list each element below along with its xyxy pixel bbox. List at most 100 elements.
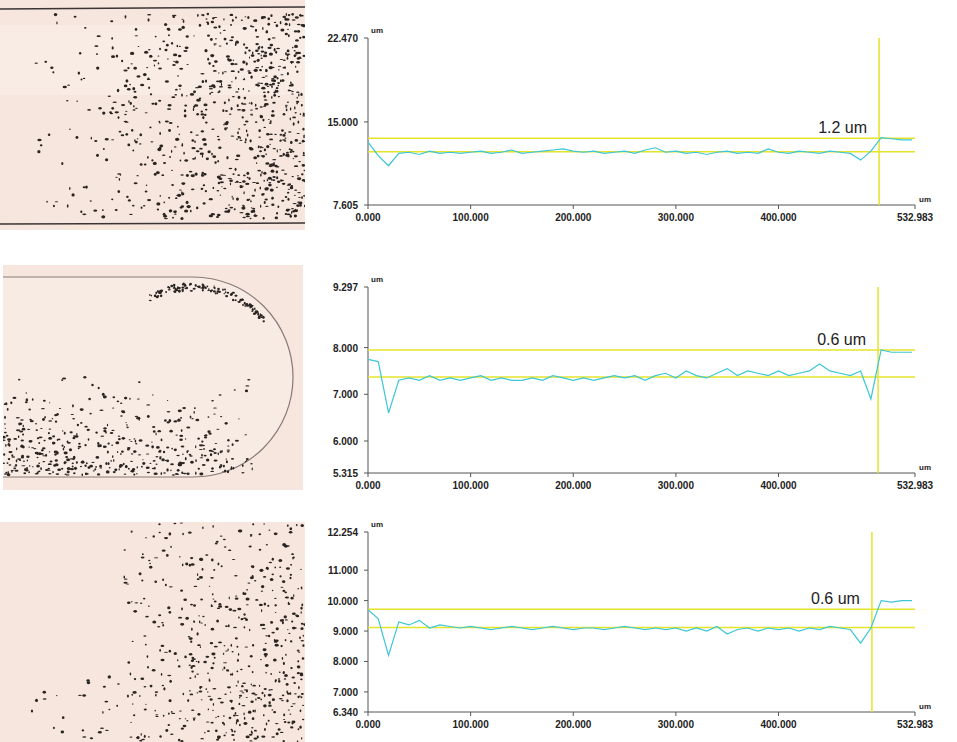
particle — [69, 448, 72, 451]
particle — [161, 673, 162, 676]
particle — [223, 465, 225, 468]
particle — [212, 710, 214, 711]
particle — [186, 64, 188, 65]
particle — [107, 450, 109, 453]
particle — [3, 436, 6, 439]
particle — [105, 462, 107, 465]
particle — [264, 99, 268, 100]
particle — [173, 15, 176, 17]
particle — [195, 134, 199, 135]
particle — [99, 410, 103, 411]
particle — [49, 460, 52, 462]
particle — [245, 461, 246, 462]
particle — [173, 61, 175, 62]
particle — [275, 612, 277, 613]
particle — [253, 738, 257, 740]
particle — [216, 429, 219, 430]
particle — [171, 184, 174, 186]
particle — [238, 530, 242, 533]
particle — [217, 91, 219, 93]
particle — [211, 667, 214, 669]
particle — [14, 470, 18, 472]
particle — [179, 133, 180, 135]
particle — [243, 124, 246, 125]
particle — [274, 165, 277, 168]
particle — [174, 448, 177, 451]
particle — [280, 28, 284, 31]
particle — [276, 90, 279, 92]
particle — [43, 400, 46, 402]
particle — [153, 60, 157, 62]
particle — [295, 39, 299, 41]
particle — [270, 44, 274, 47]
particle — [18, 379, 20, 381]
particle — [100, 436, 104, 437]
particle — [286, 567, 290, 569]
particle — [209, 88, 213, 90]
particle — [292, 47, 294, 49]
particle — [271, 573, 274, 575]
particle — [72, 466, 74, 468]
particle — [206, 22, 209, 23]
particle — [103, 445, 107, 448]
particle — [81, 78, 83, 80]
particle — [246, 460, 247, 462]
particle — [267, 47, 271, 49]
particle — [267, 17, 270, 20]
particle — [87, 681, 91, 684]
particle — [191, 189, 195, 191]
particle — [40, 453, 44, 455]
particle — [287, 629, 288, 630]
particle — [181, 727, 184, 729]
particle — [181, 192, 184, 195]
particle — [136, 175, 138, 176]
particle — [272, 102, 276, 104]
particle — [234, 208, 236, 210]
particle — [35, 699, 38, 702]
particle — [223, 539, 226, 540]
particle — [227, 58, 229, 61]
particle — [199, 98, 201, 100]
particle — [79, 52, 81, 55]
particle — [177, 469, 180, 472]
particle — [179, 438, 183, 441]
particle — [259, 685, 260, 687]
particle — [125, 111, 127, 112]
particle — [284, 132, 286, 134]
particle — [138, 454, 141, 455]
particle — [121, 60, 123, 63]
particle — [235, 76, 237, 79]
particle — [235, 16, 237, 18]
particle — [215, 38, 217, 39]
particle — [222, 288, 223, 291]
particle — [214, 657, 216, 659]
particle — [294, 155, 298, 157]
particle — [146, 67, 148, 68]
particle — [200, 738, 204, 739]
particle — [90, 200, 92, 201]
particle — [276, 187, 278, 188]
particle — [279, 698, 283, 699]
particle — [131, 694, 133, 696]
particle — [296, 70, 298, 72]
particle — [217, 214, 221, 216]
particle — [193, 719, 195, 721]
particle — [254, 580, 256, 582]
particle — [181, 94, 183, 97]
particle — [297, 650, 298, 653]
particle — [12, 397, 16, 399]
particle — [109, 467, 111, 469]
particle — [225, 422, 228, 425]
particle — [131, 63, 133, 64]
particle — [219, 45, 222, 46]
particle — [62, 716, 65, 719]
particle — [160, 294, 162, 297]
particle — [230, 135, 234, 136]
particle — [61, 731, 65, 734]
particle — [238, 301, 240, 303]
particle — [213, 70, 217, 72]
particle — [38, 462, 40, 463]
particle — [229, 597, 230, 600]
particle — [229, 207, 233, 209]
particle — [294, 54, 297, 57]
